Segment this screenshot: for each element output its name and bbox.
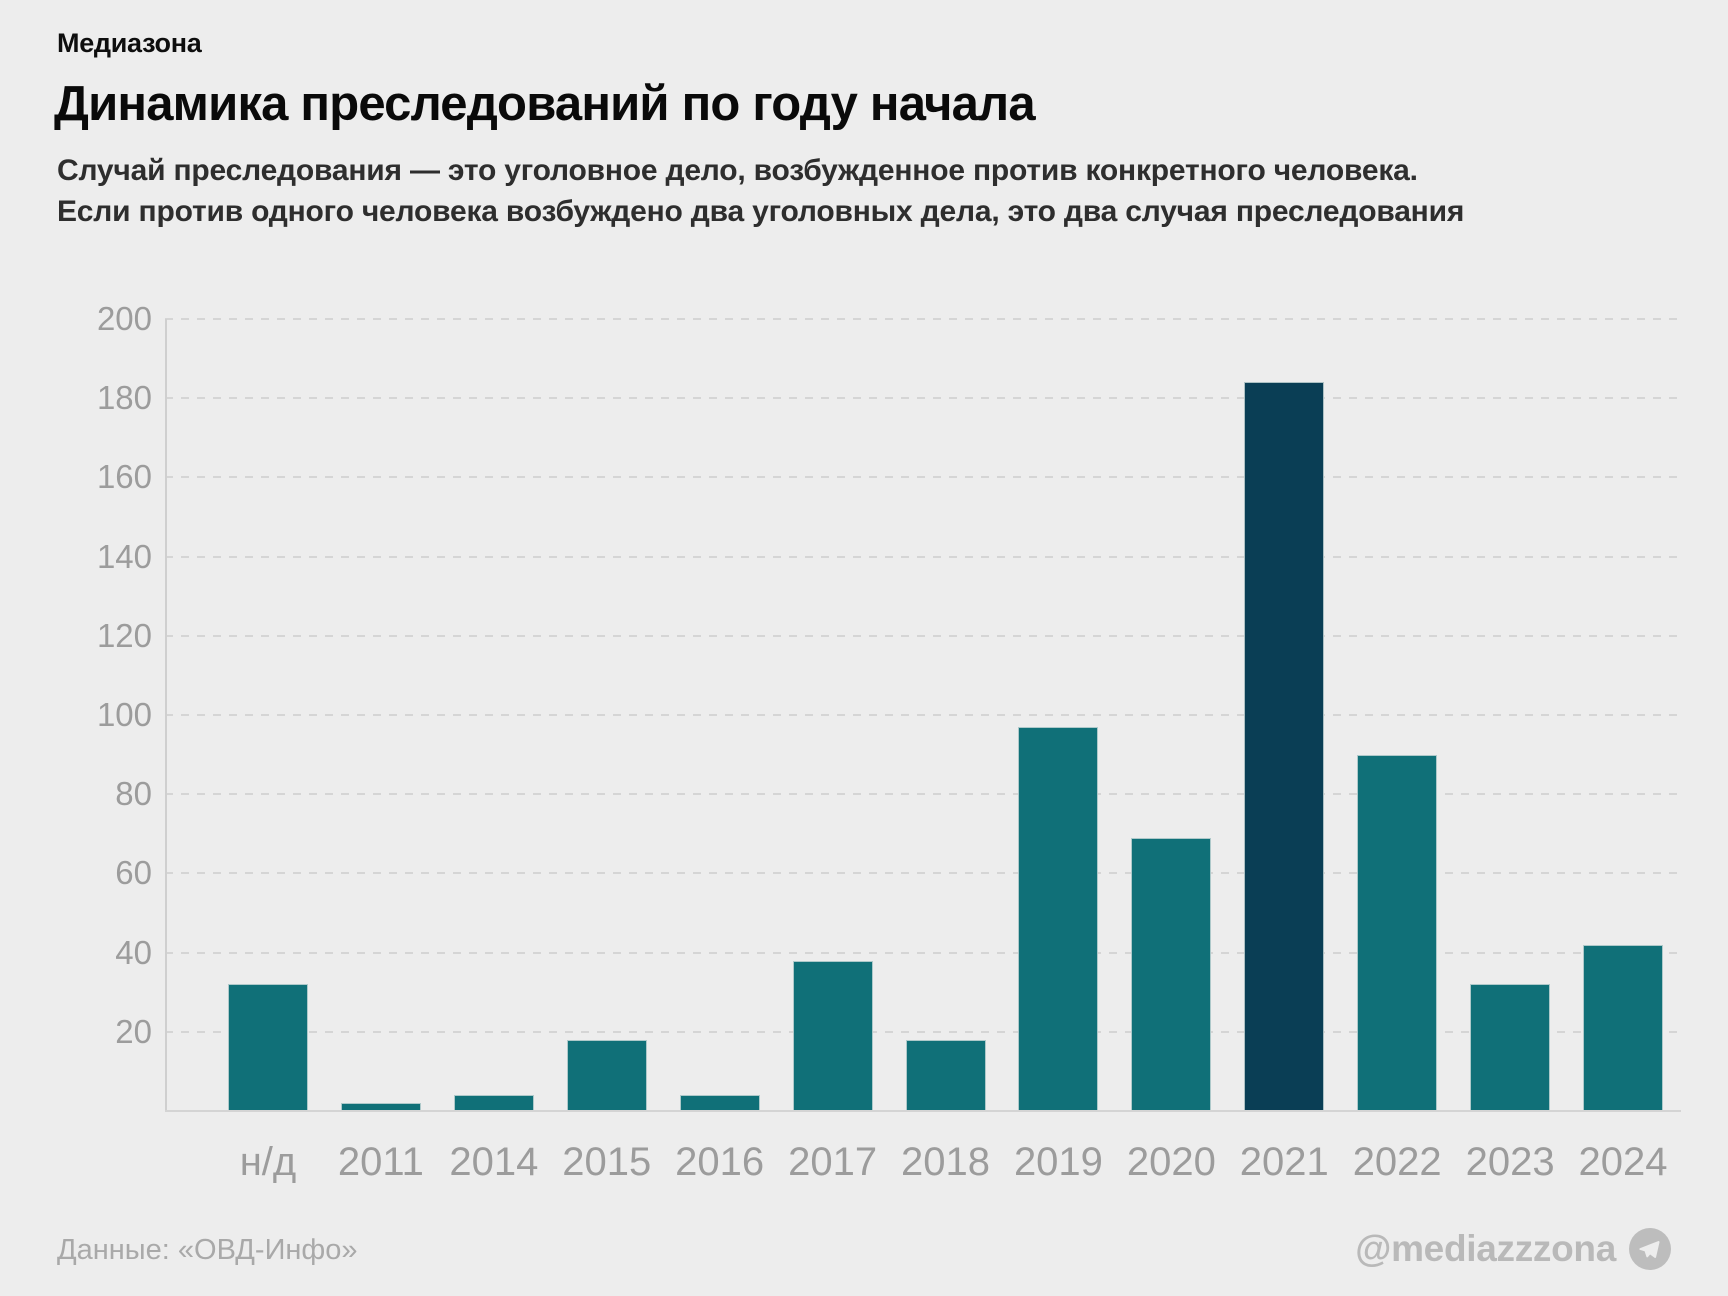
- y-tick-label: 180: [96, 379, 152, 417]
- bar-2017: [792, 960, 873, 1111]
- gridline-20: [165, 1030, 1681, 1033]
- x-tick-label: 2023: [1465, 1140, 1555, 1184]
- gridline-60: [165, 872, 1681, 875]
- y-tick-label: 160: [96, 458, 152, 496]
- y-tick-label: 140: [96, 537, 152, 575]
- x-tick-label: 2017: [788, 1140, 878, 1184]
- data-source-note: Данные: «ОВД-Инфо»: [57, 1234, 358, 1266]
- x-tick-label: 2014: [449, 1140, 539, 1184]
- brand-logo: Медиазона: [57, 28, 202, 58]
- x-tick-label: 2016: [675, 1140, 765, 1184]
- gridline-160: [165, 476, 1681, 479]
- bar-2024: [1583, 944, 1664, 1111]
- bar-2018: [905, 1039, 986, 1111]
- telegram-handle-text: @mediazzzona: [1355, 1228, 1616, 1269]
- y-axis-line: [165, 319, 167, 1111]
- y-tick-label: 20: [115, 1012, 152, 1050]
- gridline-40: [165, 951, 1681, 954]
- x-tick-label: 2011: [337, 1140, 424, 1184]
- y-tick-label: 40: [115, 933, 152, 971]
- y-tick-label: 80: [115, 775, 152, 813]
- y-tick-label: 60: [115, 854, 152, 892]
- chart-subtitle: Случай преследования — это уголовное дел…: [57, 150, 1617, 232]
- gridline-100: [165, 714, 1681, 716]
- gridline-120: [165, 634, 1681, 637]
- x-tick-label: 2022: [1352, 1140, 1442, 1184]
- x-tick-label: 2019: [1013, 1140, 1103, 1184]
- social-handle: @mediazzzona: [1355, 1228, 1671, 1270]
- gridline-80: [165, 793, 1681, 796]
- bar-2019: [1018, 726, 1099, 1111]
- gridline-200: [165, 318, 1681, 320]
- plot-area: [165, 318, 1681, 1111]
- telegram-icon: [1629, 1228, 1671, 1270]
- gridline-140: [165, 555, 1681, 558]
- y-tick-label: 120: [96, 616, 152, 654]
- x-tick-label: н/д: [239, 1140, 297, 1184]
- gridline-180: [165, 397, 1681, 400]
- x-tick-label: 2021: [1239, 1140, 1329, 1184]
- bar-2023: [1470, 984, 1551, 1111]
- bar-2022: [1357, 754, 1438, 1111]
- x-axis-line: [165, 1110, 1681, 1112]
- bar-2011: [340, 1103, 421, 1111]
- subtitle-line-2: Если против одного человека возбуждено д…: [57, 195, 1465, 228]
- bar-2016: [679, 1095, 760, 1111]
- subtitle-line-1: Случай преследования — это уголовное дел…: [57, 154, 1418, 187]
- x-tick-label: 2024: [1578, 1140, 1668, 1184]
- bar-2021: [1244, 382, 1325, 1111]
- x-tick-label: 2015: [562, 1140, 652, 1184]
- bar-н/д: [228, 984, 308, 1111]
- bar-2014: [453, 1095, 534, 1111]
- page-title: Динамика преследований по году начала: [54, 77, 1036, 131]
- x-tick-label: 2020: [1126, 1140, 1216, 1184]
- bar-2015: [566, 1039, 647, 1111]
- bar-2020: [1131, 837, 1212, 1111]
- x-tick-label: 2018: [901, 1140, 990, 1184]
- y-tick-label: 200: [96, 300, 152, 337]
- y-tick-label: 100: [96, 696, 152, 733]
